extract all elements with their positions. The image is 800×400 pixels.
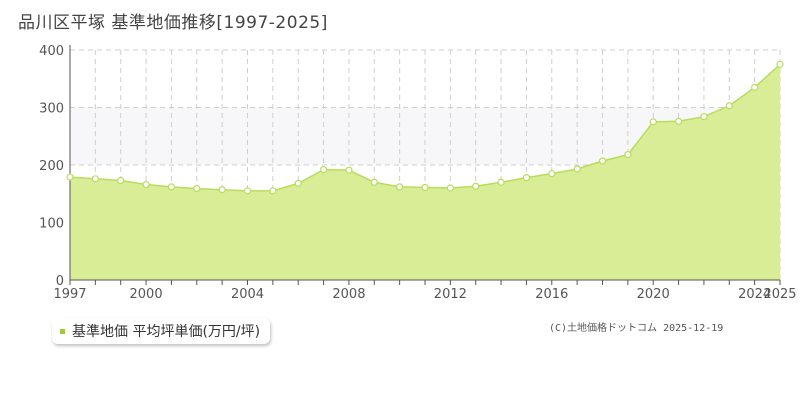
y-tick-label: 200 xyxy=(39,159,64,174)
y-tick-label: 400 xyxy=(39,44,64,59)
x-tick-label: 2000 xyxy=(130,287,163,302)
y-tick-label: 300 xyxy=(39,102,64,117)
data-point xyxy=(193,184,201,193)
data-point xyxy=(117,176,125,185)
series-area xyxy=(70,64,780,280)
data-point xyxy=(446,184,454,192)
data-point xyxy=(167,183,176,191)
y-tick-label: 0 xyxy=(56,274,64,289)
legend-marker-icon xyxy=(60,328,65,334)
data-point xyxy=(294,179,302,187)
data-point xyxy=(66,173,74,181)
data-point xyxy=(345,166,353,174)
data-point xyxy=(700,113,708,121)
x-tick-label: 1997 xyxy=(53,287,86,302)
data-point xyxy=(548,170,556,178)
x-tick-label: 2020 xyxy=(637,287,670,302)
legend-label: 基準地価 平均坪単価(万円/坪) xyxy=(72,324,261,340)
data-point xyxy=(751,83,759,91)
data-point xyxy=(396,183,404,191)
chart-title: 品川区平塚 基準地価推移[1997-2025] xyxy=(18,13,328,33)
data-point xyxy=(674,117,683,125)
y-tick-label: 100 xyxy=(39,217,64,232)
data-point xyxy=(142,180,150,189)
data-point xyxy=(522,174,531,182)
legend: 基準地価 平均坪単価(万円/坪) xyxy=(52,318,271,344)
data-point xyxy=(218,186,226,194)
data-point xyxy=(573,165,581,173)
x-tick-label: 2012 xyxy=(434,287,467,302)
data-point xyxy=(624,151,632,159)
data-point xyxy=(269,187,277,195)
x-tick-label: 2008 xyxy=(332,287,365,302)
data-point xyxy=(243,187,252,195)
data-point xyxy=(472,182,480,190)
x-tick-label: 2025 xyxy=(763,287,796,302)
data-point xyxy=(649,118,657,126)
data-point xyxy=(725,102,733,110)
x-tick-label: 2004 xyxy=(231,287,264,302)
data-point xyxy=(319,166,328,174)
x-tick-label: 2016 xyxy=(535,287,568,302)
data-point xyxy=(91,175,99,183)
data-point xyxy=(776,60,784,68)
x-tick-label: 2024 xyxy=(738,287,771,302)
data-point xyxy=(497,178,505,186)
copyright-credit: (C)土地価格ドットコム 2025-12-19 xyxy=(549,323,724,334)
data-point xyxy=(421,183,429,192)
data-point xyxy=(598,157,607,165)
data-point xyxy=(370,178,378,186)
